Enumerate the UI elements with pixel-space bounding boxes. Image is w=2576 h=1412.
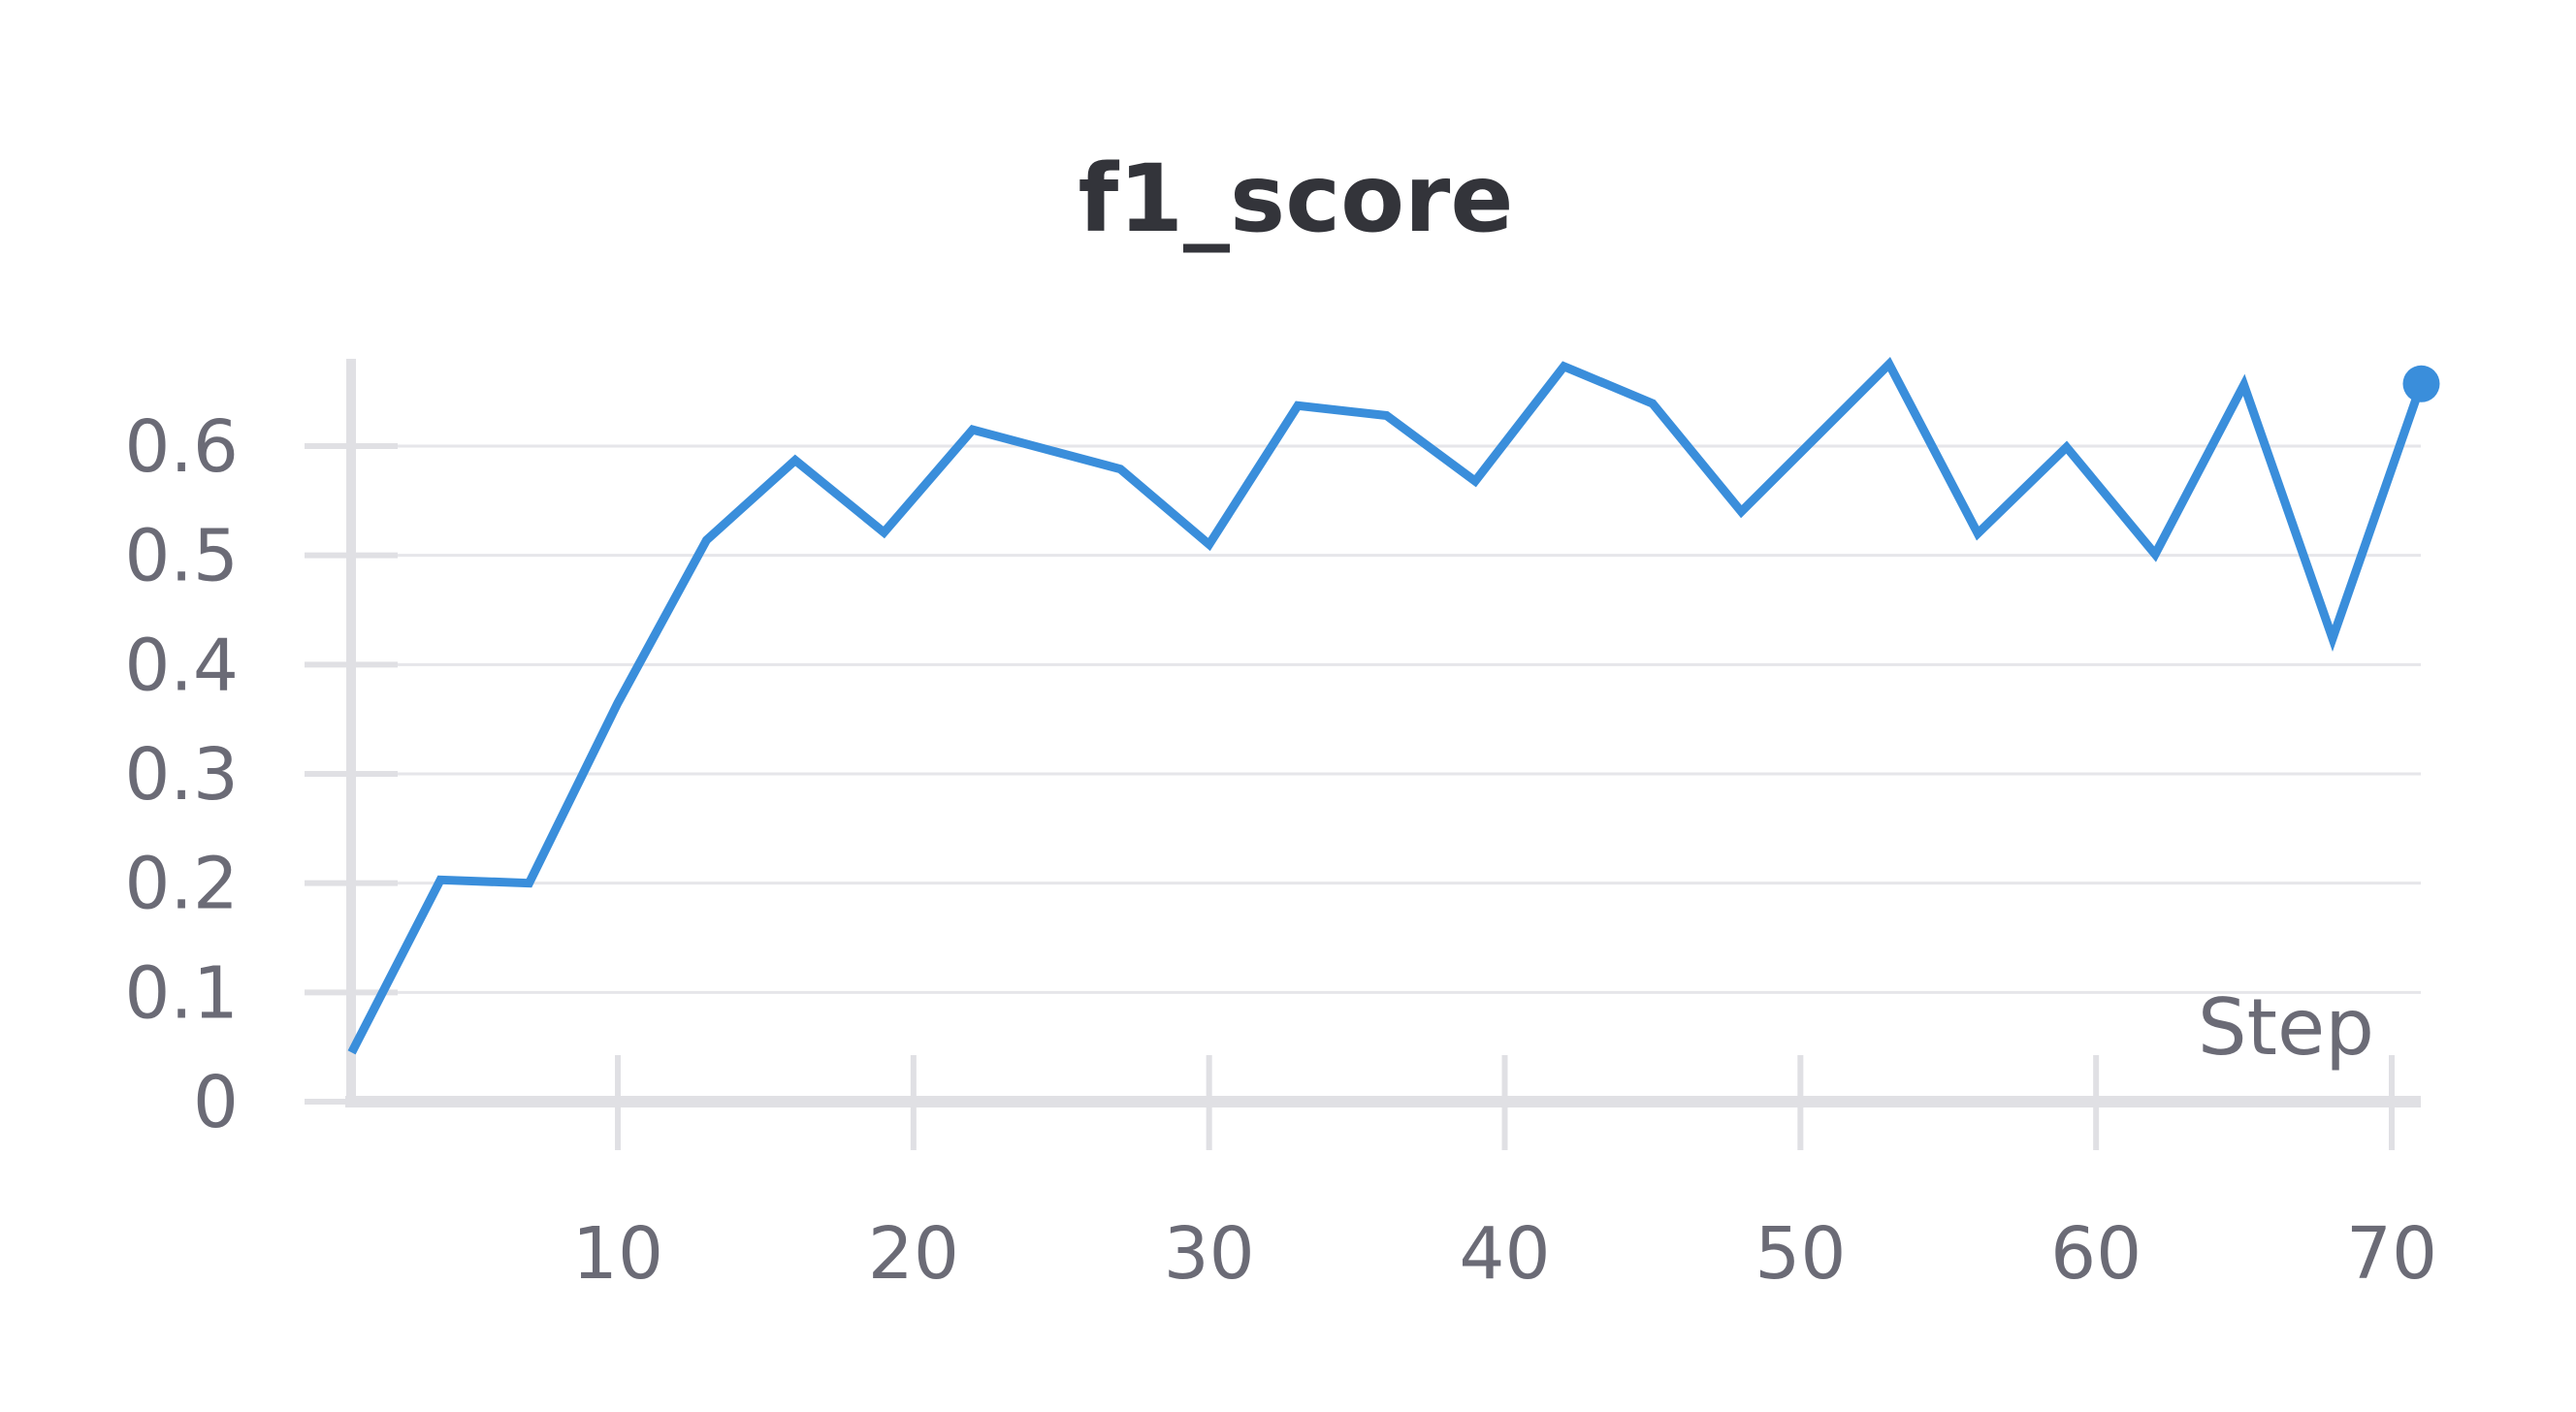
- axes: [305, 359, 2421, 1150]
- x-tick-label: 10: [572, 1212, 663, 1296]
- x-tick-label: 30: [1164, 1212, 1255, 1296]
- f1-score-series-line: [347, 356, 2426, 1055]
- x-axis-label: Step: [2198, 982, 2374, 1073]
- y-tick-label: 0.4: [124, 624, 239, 707]
- y-tick-label: 0.1: [124, 951, 239, 1035]
- y-tick-label: 0.2: [124, 843, 239, 926]
- grid-lines: [351, 444, 2421, 994]
- x-tick-label: 60: [2050, 1212, 2141, 1296]
- x-tick-label: 70: [2346, 1212, 2437, 1296]
- chart-title: f1_score: [1078, 144, 1513, 253]
- y-tick-label: 0.6: [124, 405, 239, 489]
- x-tick-label: 50: [1755, 1212, 1846, 1296]
- y-tick-label: 0.3: [124, 733, 239, 817]
- y-tick-label: 0.5: [124, 515, 239, 598]
- last-point-marker: [2402, 365, 2440, 402]
- y-tick-label: 0: [193, 1061, 239, 1144]
- x-tick-label: 40: [1459, 1212, 1550, 1296]
- series-layer: [347, 356, 2440, 1055]
- x-tick-label: 20: [868, 1212, 959, 1296]
- tick-labels: 0 0.1 0.2 0.3 0.4 0.5 0.6 10 20 30 40 50 60 70: [124, 405, 2437, 1296]
